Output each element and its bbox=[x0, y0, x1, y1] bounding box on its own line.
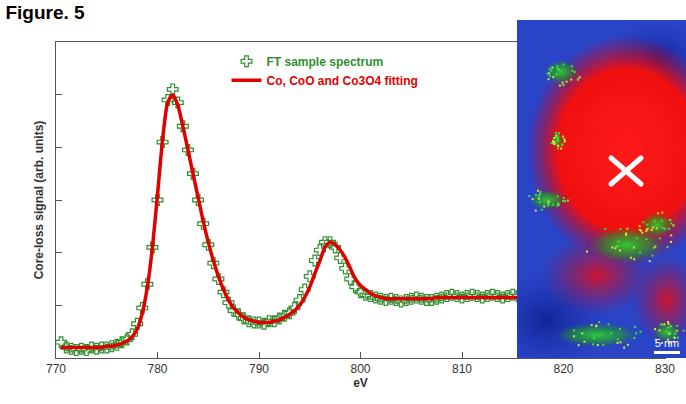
svg-text:790: 790 bbox=[249, 362, 269, 376]
svg-text:eV: eV bbox=[353, 376, 368, 390]
svg-text:FT sample spectrum: FT sample spectrum bbox=[267, 55, 384, 69]
svg-text:820: 820 bbox=[553, 362, 573, 376]
svg-text:Figure. 5: Figure. 5 bbox=[5, 2, 85, 23]
svg-text:780: 780 bbox=[147, 362, 167, 376]
svg-text:830: 830 bbox=[655, 362, 675, 376]
svg-text:810: 810 bbox=[452, 362, 472, 376]
svg-text:Co, CoO and Co3O4 fitting: Co, CoO and Co3O4 fitting bbox=[267, 74, 418, 88]
svg-text:770: 770 bbox=[46, 362, 66, 376]
svg-text:800: 800 bbox=[350, 362, 370, 376]
svg-text:5 nm: 5 nm bbox=[655, 337, 679, 349]
svg-text:Core-loss signal (arb. units): Core-loss signal (arb. units) bbox=[32, 121, 46, 280]
